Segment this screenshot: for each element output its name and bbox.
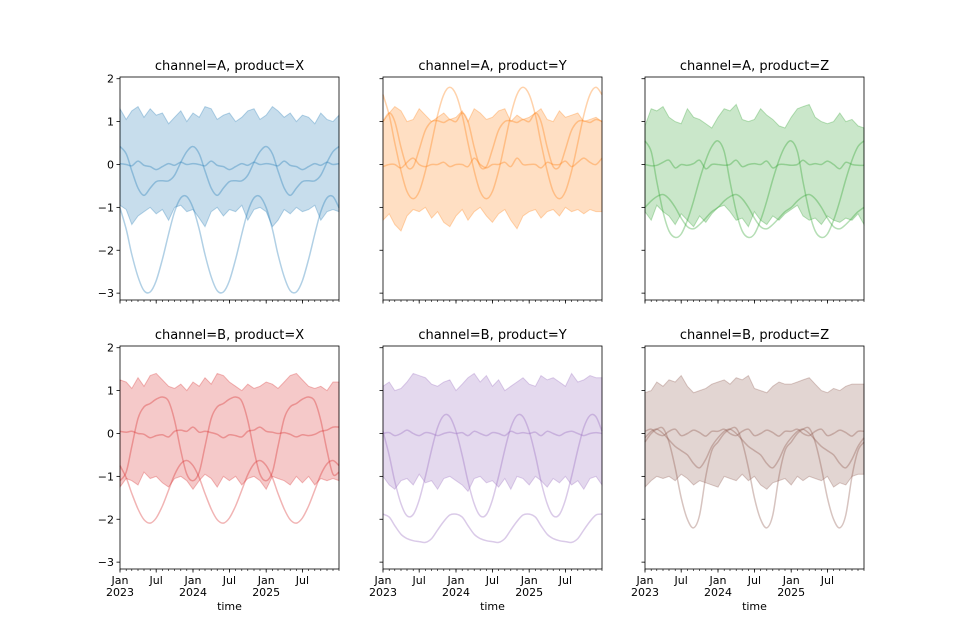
series-line-3 <box>119 426 340 439</box>
series-line-2 <box>644 193 865 230</box>
series-line-3 <box>119 160 340 171</box>
series-line-2 <box>382 112 603 170</box>
x-tick-year-label: 2023 <box>106 586 134 599</box>
series-line-1 <box>119 459 340 524</box>
subplot-title: channel=A, product=Y <box>418 59 566 74</box>
y-tick-label: −2 <box>98 244 114 257</box>
x-tick-year-label: 2025 <box>252 586 280 599</box>
confidence-band <box>119 105 340 228</box>
series-line-2 <box>382 513 603 544</box>
y-tick-label: 1 <box>107 116 114 129</box>
x-tick-label: Jan <box>184 574 202 587</box>
x-tick-label: Jan <box>636 574 654 587</box>
x-axis-label: time <box>480 600 505 613</box>
series-line-2 <box>644 428 865 469</box>
subplot-1: channel=A, product=X −3 −2 −1 0 1 2 <box>98 59 340 304</box>
x-tick-year-label: 2024 <box>179 586 207 599</box>
series-line-3 <box>644 159 865 170</box>
x-tick-year-label: 2025 <box>777 586 805 599</box>
x-tick-year-label: 2023 <box>631 586 659 599</box>
x-tick-label: Jan <box>520 574 538 587</box>
subplot-title: channel=A, product=Z <box>680 59 829 74</box>
x-tick-label: Jan <box>709 574 727 587</box>
x-tick-label: Jul <box>558 574 572 587</box>
x-tick-year-label: 2024 <box>442 586 470 599</box>
series-line-2 <box>119 396 340 482</box>
series-line-3 <box>382 429 603 437</box>
confidence-band <box>382 105 603 232</box>
series-line-2 <box>119 145 340 197</box>
x-axis-label: time <box>742 600 767 613</box>
x-tick-label: Jan <box>447 574 465 587</box>
y-tick-label: −2 <box>98 513 114 526</box>
subplot-3: channel=A, product=Z <box>641 59 865 304</box>
series-line-1 <box>644 426 865 529</box>
y-tick-label: −3 <box>98 287 114 300</box>
y-tick-label: 2 <box>107 73 114 86</box>
subplot-title: channel=B, product=Y <box>418 328 566 343</box>
x-tick-year-label: 2023 <box>369 586 397 599</box>
series-line-3 <box>644 428 865 437</box>
x-tick-label: Jan <box>257 574 275 587</box>
y-tick-label: 0 <box>107 427 114 440</box>
x-tick-label: Jul <box>222 574 236 587</box>
subplot-title: channel=A, product=X <box>155 59 304 74</box>
x-tick-label: Jul <box>295 574 309 587</box>
series-line-1 <box>119 194 340 294</box>
x-tick-year-label: 2025 <box>515 586 543 599</box>
x-axis-label: time <box>217 600 242 613</box>
x-tick-label: Jan <box>782 574 800 587</box>
series-line-1 <box>644 140 865 239</box>
y-tick-label: −3 <box>98 556 114 569</box>
y-tick-label: 2 <box>107 342 114 355</box>
x-tick-label: Jul <box>485 574 499 587</box>
x-tick-label: Jul <box>149 574 163 587</box>
subplot-title: channel=B, product=Z <box>680 328 829 343</box>
y-tick-label: −1 <box>98 470 114 483</box>
x-tick-year-label: 2024 <box>704 586 732 599</box>
series-line-3 <box>382 157 603 169</box>
confidence-band <box>119 372 340 491</box>
y-tick-label: 1 <box>107 385 114 398</box>
x-tick-label: Jul <box>747 574 761 587</box>
subplot-title: channel=B, product=X <box>155 328 304 343</box>
x-tick-label: Jul <box>412 574 426 587</box>
x-tick-label: Jul <box>674 574 688 587</box>
confidence-band <box>644 103 865 228</box>
y-tick-label: −1 <box>98 201 114 214</box>
x-tick-label: Jan <box>374 574 392 587</box>
series-line-1 <box>382 86 603 200</box>
x-tick-label: Jan <box>111 574 129 587</box>
subplot-2: channel=A, product=Y <box>379 59 603 304</box>
series-line-1 <box>382 413 603 518</box>
y-tick-label: 0 <box>107 158 114 171</box>
x-tick-label: Jul <box>820 574 834 587</box>
